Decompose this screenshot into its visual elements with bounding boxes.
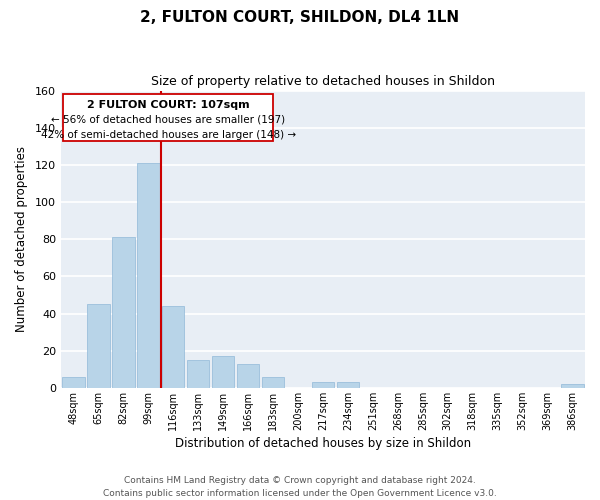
Y-axis label: Number of detached properties: Number of detached properties bbox=[15, 146, 28, 332]
Text: 42% of semi-detached houses are larger (148) →: 42% of semi-detached houses are larger (… bbox=[41, 130, 296, 140]
Text: Contains HM Land Registry data © Crown copyright and database right 2024.
Contai: Contains HM Land Registry data © Crown c… bbox=[103, 476, 497, 498]
Title: Size of property relative to detached houses in Shildon: Size of property relative to detached ho… bbox=[151, 75, 495, 88]
Bar bbox=[187, 360, 209, 388]
Text: 2, FULTON COURT, SHILDON, DL4 1LN: 2, FULTON COURT, SHILDON, DL4 1LN bbox=[140, 10, 460, 25]
Bar bbox=[87, 304, 110, 388]
Bar bbox=[162, 306, 184, 388]
Bar bbox=[561, 384, 584, 388]
Bar bbox=[262, 377, 284, 388]
Text: 2 FULTON COURT: 107sqm: 2 FULTON COURT: 107sqm bbox=[87, 100, 250, 110]
X-axis label: Distribution of detached houses by size in Shildon: Distribution of detached houses by size … bbox=[175, 437, 471, 450]
Bar bbox=[62, 377, 85, 388]
Bar bbox=[137, 163, 160, 388]
Bar bbox=[112, 238, 134, 388]
Bar bbox=[312, 382, 334, 388]
Bar bbox=[337, 382, 359, 388]
Text: ← 56% of detached houses are smaller (197): ← 56% of detached houses are smaller (19… bbox=[51, 114, 286, 124]
Bar bbox=[237, 364, 259, 388]
Bar bbox=[64, 94, 273, 140]
Bar bbox=[212, 356, 235, 388]
